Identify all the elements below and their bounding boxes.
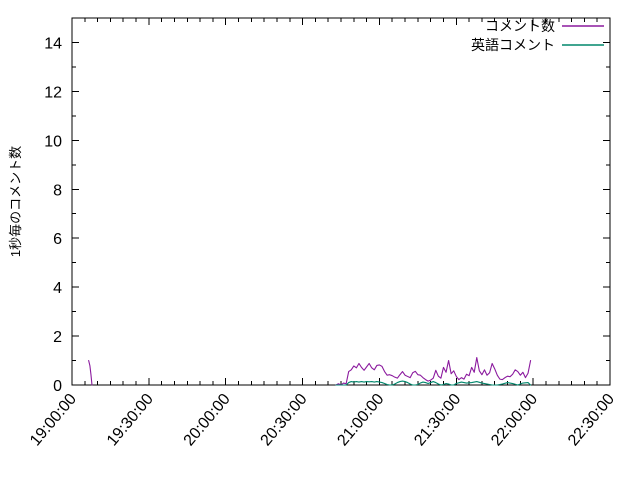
legend-label-comment-count: コメント数 xyxy=(485,18,555,34)
y-axis-label: 1秒毎のコメント数 xyxy=(8,146,23,257)
y-tick-label: 8 xyxy=(53,182,62,199)
y-tick-label: 4 xyxy=(53,280,62,297)
y-axis-ticks xyxy=(72,17,610,386)
y-tick-label: 10 xyxy=(44,133,62,150)
y-tick-label: 0 xyxy=(53,378,62,395)
data-series-layer xyxy=(88,357,532,386)
series-line-2 xyxy=(335,380,532,386)
y-axis-tick-labels: 0 2 4 6 8 10 12 14 xyxy=(44,35,62,395)
y-tick-label: 14 xyxy=(44,35,62,52)
series-line-1 xyxy=(88,359,93,386)
legend-label-english-comment: 英語コメント xyxy=(471,37,555,53)
series-line-1 xyxy=(335,357,532,386)
y-tick-label: 12 xyxy=(44,84,62,101)
y-tick-label: 6 xyxy=(53,231,62,248)
chart-legend: コメント数 英語コメント xyxy=(471,18,604,53)
x-axis-ticks xyxy=(71,18,611,385)
y-tick-label: 2 xyxy=(53,329,62,346)
